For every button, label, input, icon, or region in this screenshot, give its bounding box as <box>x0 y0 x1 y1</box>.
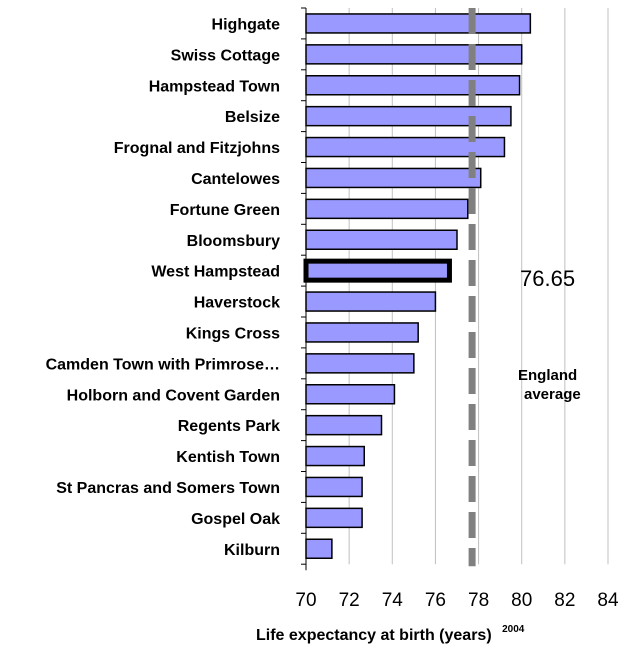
category-label: Bloomsbury <box>187 233 280 250</box>
grid-lines <box>348 8 609 565</box>
axes <box>301 7 307 571</box>
category-label: Belsize <box>225 109 280 126</box>
bar-bloomsbury <box>305 229 458 250</box>
england-average-label-line1: England <box>518 367 577 384</box>
category-label: Camden Town with Primrose… <box>46 356 280 373</box>
bar-hampstead-town <box>305 75 521 96</box>
category-label: West Hampstead <box>151 264 280 281</box>
category-label: Cantelowes <box>191 171 280 188</box>
category-label: Highgate <box>212 16 281 33</box>
category-label: Hampstead Town <box>149 78 280 95</box>
england-average-label-line2: average <box>524 386 581 403</box>
category-label: Kilburn <box>224 542 280 559</box>
bar-st-pancras-and-somers-town <box>305 476 363 498</box>
x-tick-label-70: 70 <box>295 590 316 611</box>
bar-west-hampstead <box>303 258 452 283</box>
bar-belsize <box>305 105 512 127</box>
category-label: Holborn and Covent Garden <box>67 387 280 404</box>
x-axis-title: Life expectancy at birth (years) 2004 <box>256 624 525 644</box>
category-labels: Highgate Swiss Cottage Hampstead Town Belsi… <box>46 16 281 558</box>
category-label: St Pancras and Somers Town <box>56 480 280 497</box>
category-label: Swiss Cottage <box>171 47 280 64</box>
category-label: Kings Cross <box>186 325 280 342</box>
x-tick-label-82: 82 <box>554 590 575 611</box>
category-label: Frognal and Fitzjohns <box>114 140 280 157</box>
bar-highgate <box>305 13 532 34</box>
x-axis-title-text: Life expectancy at birth (years) <box>256 627 492 644</box>
bar-gospel-oak <box>305 507 363 529</box>
x-tick-label-80: 80 <box>511 590 532 611</box>
highlight-value-annotation: 76.65 <box>520 266 575 291</box>
x-tick-label-84: 84 <box>597 590 619 611</box>
x-axis-title-superscript: 2004 <box>502 624 525 635</box>
x-tick-label-78: 78 <box>468 590 489 611</box>
category-label: Haverstock <box>194 295 280 312</box>
bar-kentish-town <box>305 445 365 467</box>
x-tick-label-74: 74 <box>382 590 404 611</box>
bar-camden-town-with-primrose <box>305 353 415 374</box>
category-label: Kentish Town <box>176 449 280 466</box>
bars <box>303 13 532 559</box>
bar-holborn-and-covent-garden <box>305 384 396 405</box>
category-label: Fortune Green <box>170 202 280 219</box>
x-tick-labels: 70 72 74 76 78 80 82 84 <box>295 590 619 611</box>
x-tick-label-72: 72 <box>339 590 360 611</box>
bar-kings-cross <box>305 322 419 343</box>
bar-haverstock <box>305 291 437 312</box>
bar-kilburn <box>305 538 333 559</box>
bar-regents-park <box>305 414 383 436</box>
category-label: Gospel Oak <box>191 511 280 528</box>
bar-swiss-cottage <box>305 44 523 65</box>
x-tick-label-76: 76 <box>425 590 446 611</box>
bar-fortune-green <box>305 198 469 220</box>
bar-cantelowes <box>305 167 482 189</box>
category-label: Regents Park <box>178 418 280 435</box>
